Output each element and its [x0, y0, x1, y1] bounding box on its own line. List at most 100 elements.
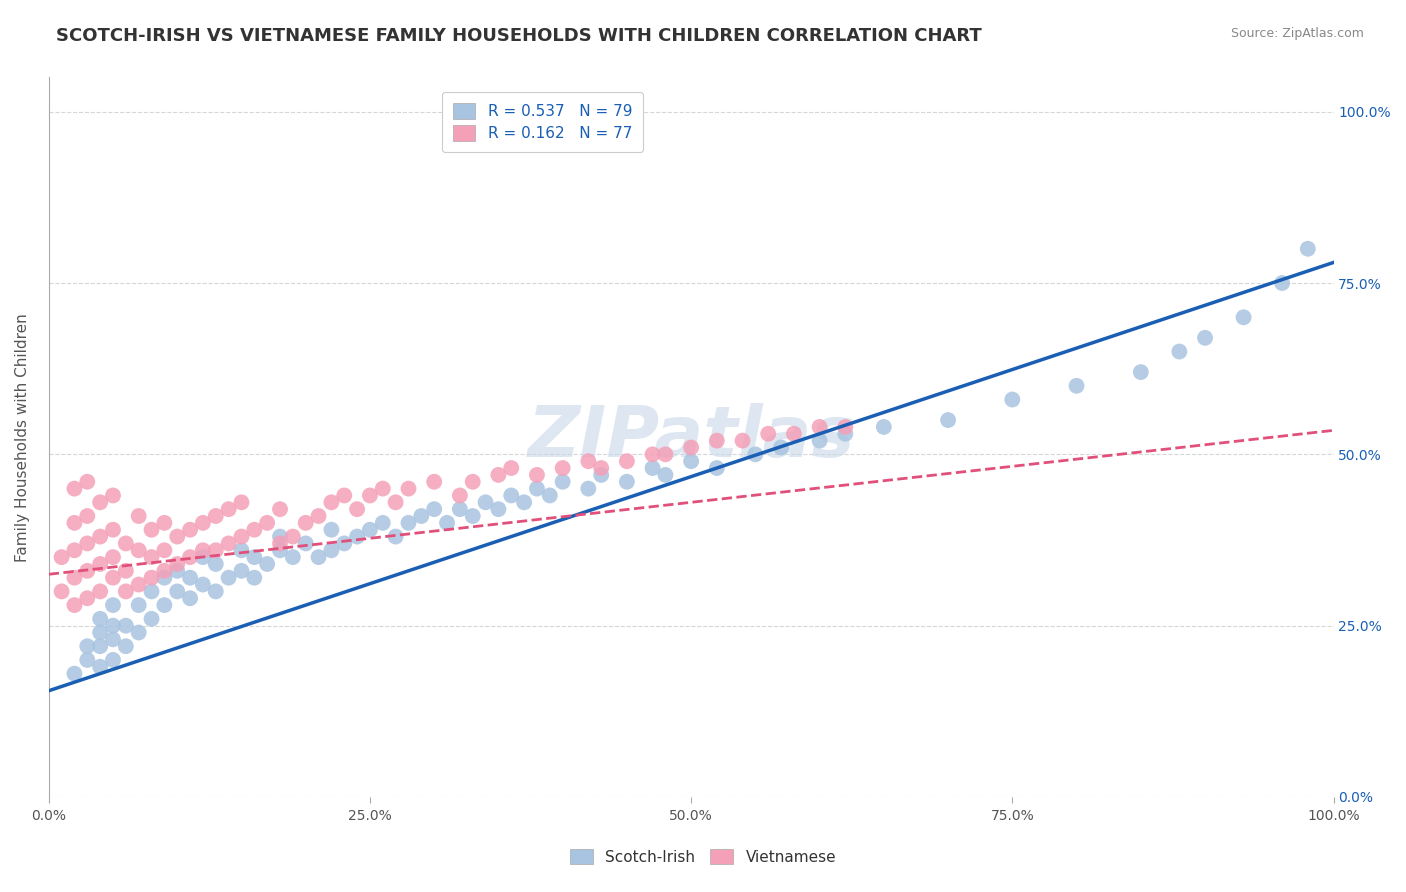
Point	[333, 488, 356, 502]
Point	[76, 536, 98, 550]
Point	[706, 461, 728, 475]
Point	[281, 530, 304, 544]
Point	[166, 584, 188, 599]
Point	[101, 618, 124, 632]
Point	[89, 557, 111, 571]
Point	[308, 550, 330, 565]
Point	[179, 523, 201, 537]
Point	[551, 461, 574, 475]
Point	[269, 543, 291, 558]
Point	[641, 447, 664, 461]
Point	[501, 461, 523, 475]
Point	[359, 488, 381, 502]
Point	[834, 420, 856, 434]
Point	[63, 482, 86, 496]
Point	[256, 516, 278, 530]
Point	[89, 625, 111, 640]
Point	[114, 584, 136, 599]
Text: Source: ZipAtlas.com: Source: ZipAtlas.com	[1230, 27, 1364, 40]
Point	[89, 495, 111, 509]
Point	[218, 502, 240, 516]
Point	[834, 426, 856, 441]
Point	[63, 543, 86, 558]
Point	[114, 564, 136, 578]
Point	[51, 550, 73, 565]
Point	[371, 516, 394, 530]
Point	[141, 571, 163, 585]
Point	[1129, 365, 1152, 379]
Point	[51, 584, 73, 599]
Point	[641, 461, 664, 475]
Text: SCOTCH-IRISH VS VIETNAMESE FAMILY HOUSEHOLDS WITH CHILDREN CORRELATION CHART: SCOTCH-IRISH VS VIETNAMESE FAMILY HOUSEH…	[56, 27, 981, 45]
Point	[89, 660, 111, 674]
Point	[141, 612, 163, 626]
Point	[808, 420, 831, 434]
Point	[731, 434, 754, 448]
Point	[101, 653, 124, 667]
Point	[474, 495, 496, 509]
Point	[591, 467, 613, 482]
Point	[204, 584, 226, 599]
Point	[204, 543, 226, 558]
Point	[371, 482, 394, 496]
Point	[1296, 242, 1319, 256]
Point	[346, 530, 368, 544]
Point	[243, 571, 266, 585]
Point	[654, 467, 676, 482]
Point	[231, 543, 253, 558]
Point	[936, 413, 959, 427]
Point	[783, 426, 806, 441]
Point	[153, 543, 176, 558]
Point	[321, 543, 343, 558]
Point	[654, 447, 676, 461]
Point	[873, 420, 896, 434]
Point	[256, 557, 278, 571]
Point	[63, 571, 86, 585]
Text: ZIPatlas: ZIPatlas	[527, 402, 855, 472]
Point	[89, 639, 111, 653]
Point	[76, 564, 98, 578]
Point	[436, 516, 458, 530]
Point	[423, 475, 446, 489]
Point	[218, 571, 240, 585]
Point	[191, 550, 214, 565]
Point	[1271, 276, 1294, 290]
Point	[243, 523, 266, 537]
Point	[204, 508, 226, 523]
Point	[398, 482, 420, 496]
Point	[681, 454, 703, 468]
Point	[63, 516, 86, 530]
Point	[501, 488, 523, 502]
Point	[576, 454, 599, 468]
Point	[243, 550, 266, 565]
Point	[101, 550, 124, 565]
Point	[128, 577, 150, 591]
Point	[191, 516, 214, 530]
Point	[321, 523, 343, 537]
Point	[538, 488, 561, 502]
Point	[1001, 392, 1024, 407]
Point	[89, 530, 111, 544]
Point	[166, 557, 188, 571]
Point	[706, 434, 728, 448]
Point	[616, 475, 638, 489]
Point	[191, 577, 214, 591]
Point	[63, 598, 86, 612]
Point	[808, 434, 831, 448]
Point	[76, 653, 98, 667]
Point	[231, 495, 253, 509]
Point	[153, 564, 176, 578]
Point	[269, 536, 291, 550]
Point	[76, 591, 98, 606]
Point	[76, 639, 98, 653]
Point	[166, 530, 188, 544]
Point	[526, 467, 548, 482]
Point	[76, 508, 98, 523]
Point	[269, 502, 291, 516]
Point	[681, 441, 703, 455]
Point	[101, 488, 124, 502]
Point	[294, 536, 316, 550]
Point	[526, 482, 548, 496]
Legend: R = 0.537   N = 79, R = 0.162   N = 77: R = 0.537 N = 79, R = 0.162 N = 77	[441, 92, 643, 152]
Point	[294, 516, 316, 530]
